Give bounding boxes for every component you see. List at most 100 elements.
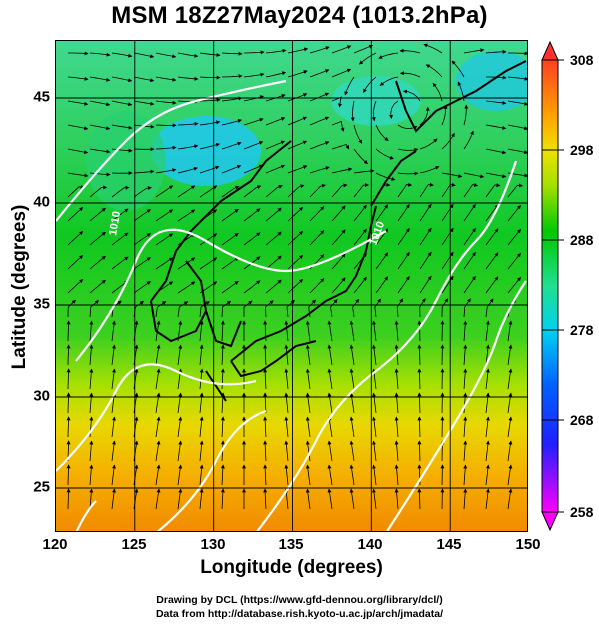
wind-streamline (485, 183, 501, 198)
wind-streamline (463, 227, 476, 246)
wind-streamline (284, 320, 289, 342)
wind-streamline (155, 464, 161, 486)
wind-streamline (263, 464, 268, 486)
y-tick-label: 45 (33, 88, 50, 106)
credit-line-data: Data from http://database.rish.kyoto-u.a… (155, 608, 444, 620)
wind-streamline (67, 100, 89, 106)
wind-streamline (284, 464, 289, 486)
wind-streamline (441, 132, 455, 150)
x-tick-label: 140 (357, 536, 383, 553)
y-tick-label: 30 (33, 387, 50, 405)
wind-streamline (199, 142, 221, 150)
wind-streamline (425, 64, 443, 78)
wind-streamline (111, 208, 129, 222)
wind-streamline (305, 392, 311, 414)
wind-streamline (155, 440, 161, 462)
wind-streamline (199, 368, 204, 390)
wind-streamline (111, 100, 133, 107)
wind-streamline (463, 130, 474, 150)
wind-streamline (111, 256, 129, 270)
wind-streamline (379, 76, 399, 86)
wind-streamline (305, 368, 311, 390)
wind-streamline (309, 46, 330, 54)
wind-streamline (349, 464, 355, 486)
colorbar-tick-label: 308 (570, 52, 594, 68)
wind-streamline (309, 230, 325, 246)
wind-streamline (221, 165, 242, 174)
wind-streamline (305, 440, 311, 462)
wind-streamline (375, 252, 389, 270)
wind-streamline (309, 116, 330, 126)
wind-streamline (67, 207, 84, 222)
map-canvas: 1010 1010 (56, 41, 527, 531)
wind-streamline (349, 368, 355, 390)
wind-streamline (265, 71, 287, 78)
wind-streamline (485, 392, 490, 414)
colorbar-top-triangle (541, 40, 559, 61)
wind-streamline (331, 183, 348, 198)
wind-streamline (66, 392, 71, 414)
wind-streamline (417, 392, 422, 414)
wind-streamline (371, 344, 377, 366)
wind-streamline (243, 185, 262, 198)
wind-streamline (394, 488, 399, 510)
wind-streamline (265, 231, 282, 246)
wind-streamline (331, 277, 346, 294)
wind-streamline (507, 488, 513, 510)
wind-streamline (485, 100, 507, 105)
wind-streamline (371, 320, 377, 342)
wind-streamline (327, 464, 333, 486)
wind-streamline (111, 148, 133, 153)
wind-streamline (419, 275, 432, 294)
wind-streamline (485, 488, 490, 510)
colorbar-tick-label: 268 (570, 412, 594, 428)
wind-streamline (507, 124, 527, 131)
wind-streamline (397, 251, 410, 270)
wind-streamline (327, 344, 333, 366)
wind-streamline (309, 183, 326, 198)
wind-streamline (155, 52, 177, 59)
wind-streamline (155, 392, 161, 414)
wind-streamline (111, 344, 116, 366)
wind-streamline (111, 320, 116, 342)
wind-streamline (199, 344, 204, 366)
wind-streamline (371, 416, 377, 438)
wind-streamline (286, 299, 295, 318)
wind-streamline (221, 233, 239, 246)
wind-streamline (440, 392, 445, 414)
wind-streamline (508, 51, 527, 56)
wind-streamline (67, 124, 89, 131)
wind-streamline (155, 209, 174, 222)
wind-streamline (352, 298, 360, 318)
wind-streamline (263, 488, 268, 510)
wind-streamline (111, 488, 116, 510)
wind-streamline (287, 184, 305, 198)
wind-streamline (363, 76, 377, 93)
wind-streamline (155, 368, 161, 390)
wind-streamline (305, 464, 311, 486)
wind-streamline (349, 320, 355, 342)
wind-streamline (220, 488, 225, 510)
wind-streamline (394, 440, 399, 462)
wind-streamline (440, 416, 445, 438)
wind-streamline (309, 166, 330, 174)
wind-streamline (353, 276, 367, 294)
wind-streamline (111, 232, 129, 246)
wind-streamline (374, 298, 382, 318)
wind-streamline (66, 464, 71, 486)
colorbar-tick-label: 258 (570, 504, 594, 520)
wind-streamline (221, 185, 240, 198)
wind-streamline (441, 227, 454, 246)
wind-streamline (344, 76, 355, 96)
wind-streamline (463, 275, 476, 294)
wind-streamline (243, 164, 264, 174)
wind-streamline (397, 147, 419, 152)
wind-streamline (221, 119, 243, 126)
wind-streamline (199, 392, 204, 414)
wind-streamline (221, 141, 242, 150)
wind-streamline (309, 206, 325, 222)
wind-streamline (177, 392, 183, 414)
wind-streamline (287, 254, 304, 270)
wind-streamline (287, 206, 304, 222)
wind-streamline (378, 52, 399, 59)
